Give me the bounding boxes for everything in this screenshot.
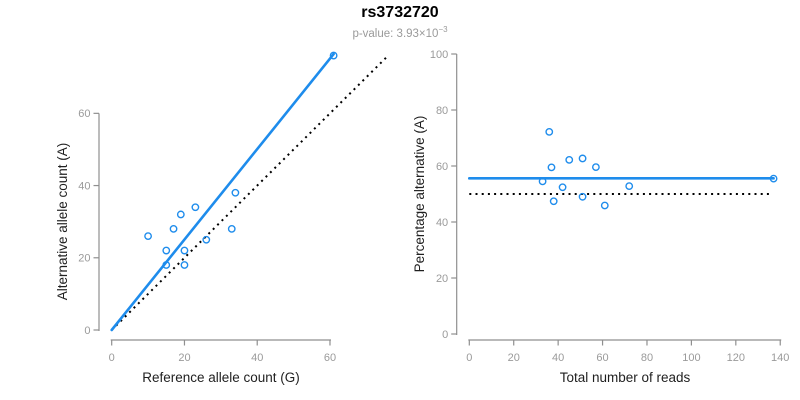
data-point: [549, 197, 558, 206]
x-tick-label: 40: [251, 352, 263, 364]
data-point: [162, 261, 171, 269]
data-point: [176, 210, 185, 219]
x-tick-label: 80: [641, 352, 653, 364]
data-point: [538, 177, 547, 186]
x-axis-title: Total number of reads: [560, 370, 691, 385]
data-point: [191, 203, 200, 212]
data-point: [558, 183, 567, 192]
data-point: [329, 51, 338, 60]
y-tick-label: 40: [78, 180, 90, 192]
y-tick-label: 20: [78, 253, 90, 265]
data-point: [180, 261, 189, 269]
data-point: [169, 224, 178, 233]
x-tick-label: 0: [466, 352, 472, 364]
x-tick-label: 40: [552, 352, 564, 364]
x-tick-label: 20: [508, 352, 520, 364]
y-axis-title: Alternative allele count (A): [55, 143, 70, 301]
x-tick-label: 120: [727, 352, 745, 364]
data-point: [578, 154, 587, 163]
data-point: [578, 192, 587, 201]
y-tick-label: 80: [436, 105, 448, 117]
data-point: [625, 182, 634, 191]
y-axis-title: Percentage alternative (A): [412, 116, 427, 273]
data-point: [231, 188, 240, 197]
data-point: [547, 163, 556, 172]
y-tick-label: 100: [430, 49, 448, 61]
y-tick-label: 40: [436, 217, 448, 229]
data-point: [565, 155, 574, 164]
data-point: [202, 235, 211, 244]
y-tick-label: 60: [436, 161, 448, 173]
y-tick-label: 0: [442, 329, 448, 341]
data-point: [180, 246, 189, 255]
data-point: [227, 224, 236, 233]
y-tick-label: 60: [78, 108, 90, 120]
data-point: [591, 163, 600, 172]
data-point: [144, 232, 152, 241]
x-tick-label: 140: [771, 352, 789, 364]
x-tick-label: 20: [178, 352, 190, 364]
data-point: [769, 174, 778, 183]
data-point: [600, 201, 609, 210]
x-tick-label: 0: [109, 352, 115, 364]
x-axis-title: Reference allele count (G): [142, 370, 300, 385]
x-tick-label: 60: [324, 352, 336, 364]
fit-line: [110, 52, 335, 332]
data-point: [545, 127, 554, 136]
y-tick-label: 20: [436, 273, 448, 285]
x-tick-label: 100: [682, 352, 700, 364]
identity-line: [110, 54, 389, 331]
data-point: [162, 246, 171, 255]
y-tick-label: 0: [84, 325, 90, 337]
x-tick-label: 60: [596, 352, 608, 364]
